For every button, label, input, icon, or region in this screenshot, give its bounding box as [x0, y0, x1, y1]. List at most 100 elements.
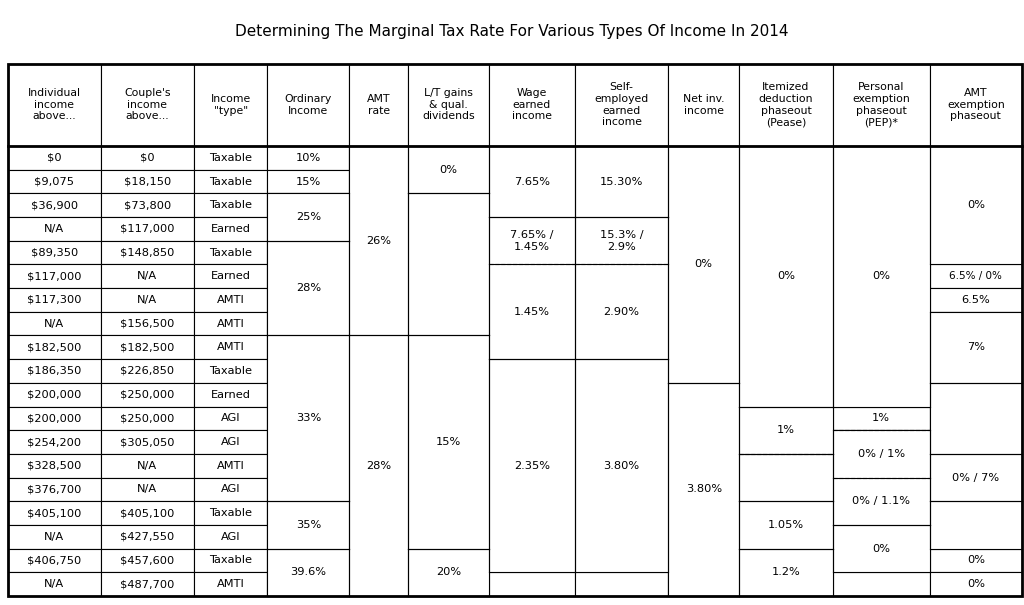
Text: 0%: 0% — [694, 260, 713, 269]
Text: Income
"type": Income "type" — [211, 94, 251, 116]
Bar — [408, 572, 489, 596]
Bar — [669, 525, 739, 549]
Bar — [669, 64, 739, 146]
Text: $406,750: $406,750 — [28, 555, 82, 566]
Bar — [195, 288, 267, 312]
Text: N/A: N/A — [44, 579, 65, 589]
Bar — [833, 146, 930, 170]
Bar — [833, 170, 930, 194]
Bar — [195, 64, 267, 146]
Bar — [8, 572, 100, 596]
Bar — [349, 549, 408, 572]
Bar — [930, 359, 1022, 383]
Text: $305,050: $305,050 — [120, 437, 174, 447]
Text: N/A: N/A — [137, 271, 158, 281]
Bar — [739, 335, 833, 359]
Text: 0%: 0% — [967, 200, 985, 211]
Bar — [100, 241, 195, 264]
Bar — [574, 359, 669, 383]
Bar — [574, 217, 669, 241]
Text: Wage
earned
income: Wage earned income — [512, 88, 552, 122]
Bar — [408, 146, 489, 194]
Bar — [833, 407, 930, 430]
Bar — [489, 64, 574, 146]
Bar — [739, 288, 833, 312]
Text: AMT
rate: AMT rate — [367, 94, 390, 116]
Bar — [574, 264, 669, 359]
Bar — [408, 264, 489, 288]
Bar — [739, 241, 833, 264]
Bar — [100, 501, 195, 525]
Bar — [408, 430, 489, 454]
Bar — [930, 288, 1022, 312]
Bar — [100, 146, 195, 170]
Text: $200,000: $200,000 — [28, 413, 82, 424]
Text: Taxable: Taxable — [209, 366, 252, 376]
Bar — [349, 64, 408, 146]
Text: $182,500: $182,500 — [120, 342, 174, 352]
Bar — [930, 501, 1022, 525]
Bar — [930, 454, 1022, 501]
Bar — [574, 217, 669, 264]
Bar — [408, 525, 489, 549]
Bar — [100, 288, 195, 312]
Text: AGI: AGI — [221, 437, 241, 447]
Bar — [489, 477, 574, 501]
Bar — [930, 64, 1022, 146]
Bar — [349, 383, 408, 407]
Bar — [489, 572, 574, 596]
Text: $117,000: $117,000 — [120, 224, 174, 234]
Bar — [739, 146, 833, 170]
Bar — [930, 335, 1022, 359]
Text: Earned: Earned — [211, 224, 251, 234]
Bar — [195, 194, 267, 217]
Bar — [267, 241, 349, 264]
Bar — [489, 217, 574, 241]
Bar — [267, 146, 349, 170]
Bar — [574, 572, 669, 596]
Bar — [669, 430, 739, 454]
Text: 7.65%: 7.65% — [514, 177, 550, 186]
Bar — [267, 501, 349, 549]
Bar — [408, 477, 489, 501]
Bar — [489, 264, 574, 288]
Bar — [669, 477, 739, 501]
Text: Taxable: Taxable — [209, 177, 252, 186]
Bar — [267, 194, 349, 241]
Bar — [349, 312, 408, 335]
Bar — [574, 264, 669, 288]
Bar — [833, 430, 930, 454]
Bar — [930, 217, 1022, 241]
Bar — [408, 335, 489, 359]
Bar — [408, 170, 489, 194]
Bar — [349, 146, 408, 335]
Bar — [489, 146, 574, 170]
Bar — [739, 430, 833, 454]
Bar — [489, 288, 574, 312]
Bar — [349, 407, 408, 430]
Text: $376,700: $376,700 — [28, 485, 82, 494]
Bar — [100, 525, 195, 549]
Bar — [195, 407, 267, 430]
Bar — [574, 312, 669, 335]
Bar — [267, 454, 349, 477]
Text: N/A: N/A — [137, 295, 158, 305]
Bar — [267, 430, 349, 454]
Text: 10%: 10% — [296, 153, 321, 163]
Bar — [669, 170, 739, 194]
Bar — [349, 454, 408, 477]
Bar — [669, 146, 739, 383]
Text: 3.80%: 3.80% — [603, 460, 640, 471]
Text: $0: $0 — [140, 153, 155, 163]
Bar — [739, 64, 833, 146]
Bar — [100, 335, 195, 359]
Bar — [739, 359, 833, 383]
Bar — [574, 146, 669, 170]
Bar — [574, 241, 669, 264]
Bar — [408, 194, 489, 335]
Bar — [408, 501, 489, 525]
Text: Taxable: Taxable — [209, 247, 252, 258]
Text: Individual
income
above...: Individual income above... — [28, 88, 81, 122]
Bar — [267, 501, 349, 525]
Text: AMTI: AMTI — [217, 579, 245, 589]
